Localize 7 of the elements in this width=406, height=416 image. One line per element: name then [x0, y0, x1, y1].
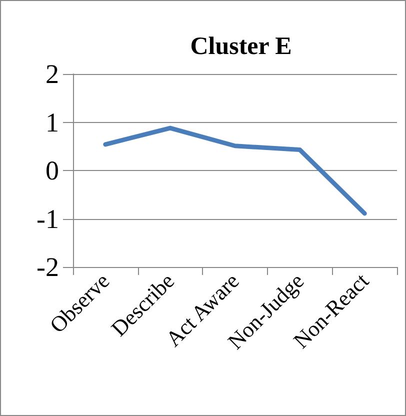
- y-tick-label: 1: [46, 107, 59, 138]
- line-series: [103, 126, 367, 216]
- y-tick-label: 0: [46, 156, 59, 186]
- y-tick-label: -2: [36, 252, 59, 282]
- y-tick-label: 2: [46, 59, 59, 89]
- y-tick-label: -1: [36, 204, 59, 234]
- chart-title: Cluster E: [190, 33, 292, 60]
